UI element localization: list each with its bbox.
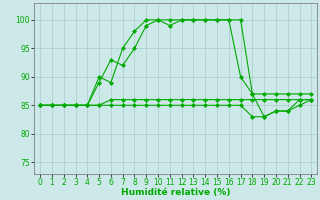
X-axis label: Humidité relative (%): Humidité relative (%): [121, 188, 230, 197]
